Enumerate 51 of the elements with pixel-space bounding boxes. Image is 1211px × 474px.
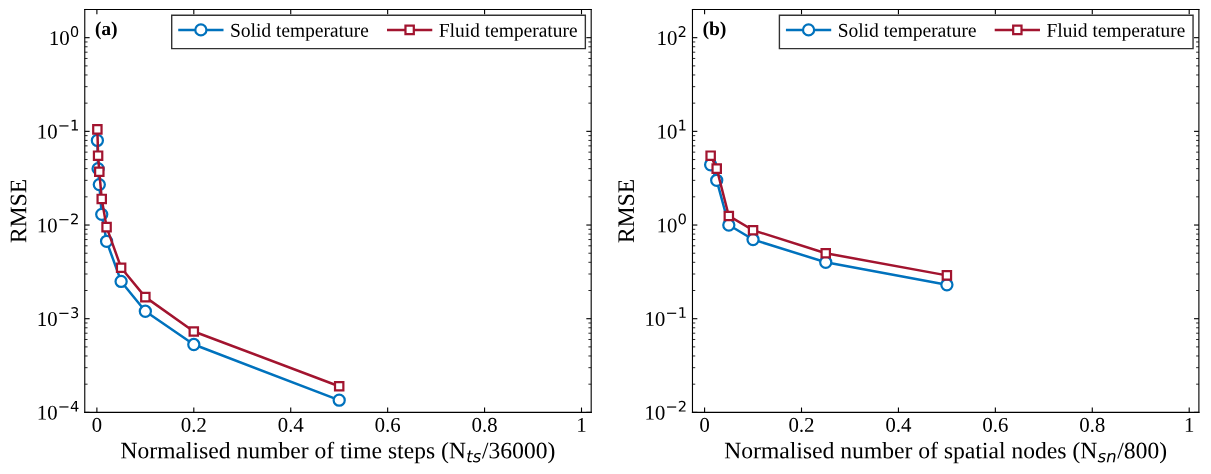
x-tick-label: 1 xyxy=(1185,417,1194,432)
x-tick-label: 0.8 xyxy=(472,417,497,432)
point xyxy=(114,274,128,289)
legend-label: Solid temperature xyxy=(839,23,976,41)
y-tick-label: 10$^{−2}$ xyxy=(38,213,78,233)
y-tick-label: 10$^{0}$ xyxy=(658,213,686,233)
annotation: (b) xyxy=(703,21,726,40)
point xyxy=(711,163,722,174)
x-tick-label: 0.4 xyxy=(886,417,912,432)
y-tick-label: 10$^{1}$ xyxy=(658,119,686,139)
point xyxy=(188,326,200,337)
legend-label: Solid temperature xyxy=(231,23,369,41)
y-tick-label: 10$^{2}$ xyxy=(658,26,686,46)
y-tick-label: 10$^{−1}$ xyxy=(646,307,686,327)
point xyxy=(96,193,108,205)
y-tick-label: 10$^{−4}$ xyxy=(38,400,79,420)
x-tick-label: 0.6 xyxy=(983,417,1008,432)
point xyxy=(332,393,346,407)
point xyxy=(138,304,153,318)
point xyxy=(92,124,103,135)
point xyxy=(92,150,104,161)
y-tick-label: 10$^{−2}$ xyxy=(646,400,686,420)
point xyxy=(187,337,201,352)
x-tick-label: 0.2 xyxy=(181,417,206,432)
legend-label: Fluid temperature xyxy=(439,23,577,41)
point xyxy=(723,210,735,222)
y-tick-label: 10$^{−3}$ xyxy=(38,307,79,327)
x-tick-label: 0.4 xyxy=(278,417,304,432)
point xyxy=(94,166,105,178)
point xyxy=(747,224,759,236)
x-tick-label: 0.6 xyxy=(375,417,401,432)
point xyxy=(115,262,127,274)
y-axis-title: RMSE xyxy=(618,179,635,243)
point xyxy=(101,221,112,233)
x-tick-label: 0 xyxy=(92,417,102,432)
annotation: (a) xyxy=(95,21,117,40)
y-axis-title: RMSE xyxy=(10,179,27,243)
y-tick-label: 10$^{0}$ xyxy=(50,26,79,46)
x-axis-title: Normalised number of time steps (N$_{ts}$/36000) xyxy=(121,441,555,464)
x-tick-label: 0 xyxy=(700,417,709,432)
x-axis-title: Normalised number of spatial nodes (N$_{sn}$/800) xyxy=(724,441,1167,464)
y-tick-label: 10$^{−1}$ xyxy=(38,119,78,139)
point xyxy=(941,270,953,281)
point xyxy=(705,150,716,161)
point xyxy=(820,247,832,259)
x-tick-label: 0.8 xyxy=(1080,417,1105,432)
x-tick-label: 1 xyxy=(578,417,586,432)
x-tick-label: 0.2 xyxy=(789,417,814,432)
legend-label: Fluid temperature xyxy=(1047,23,1185,41)
point xyxy=(333,380,345,392)
point xyxy=(140,291,151,303)
